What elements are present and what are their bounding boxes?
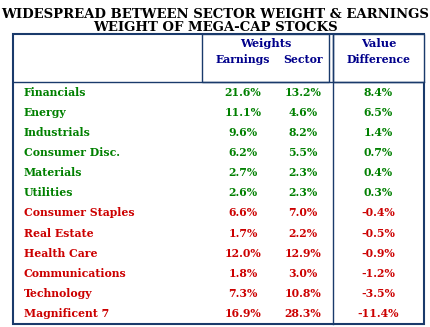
Text: 6.6%: 6.6% [228, 207, 258, 218]
Text: 28.3%: 28.3% [285, 308, 322, 319]
Text: Consumer Disc.: Consumer Disc. [24, 147, 120, 158]
Text: 2.7%: 2.7% [228, 167, 258, 178]
Text: WIDESPREAD BETWEEN SECTOR WEIGHT & EARNINGS: WIDESPREAD BETWEEN SECTOR WEIGHT & EARNI… [1, 8, 429, 21]
Text: -0.4%: -0.4% [362, 207, 395, 218]
Text: -0.5%: -0.5% [362, 228, 395, 239]
Text: 0.3%: 0.3% [364, 187, 393, 198]
Text: Earnings: Earnings [216, 54, 270, 65]
Text: -0.9%: -0.9% [362, 248, 395, 259]
Text: 1.7%: 1.7% [228, 228, 258, 239]
Text: -3.5%: -3.5% [361, 288, 396, 299]
Text: 2.2%: 2.2% [289, 228, 318, 239]
Text: Consumer Staples: Consumer Staples [24, 207, 134, 218]
Text: Magnificent 7: Magnificent 7 [24, 308, 109, 319]
Text: Materials: Materials [24, 167, 82, 178]
Text: Communications: Communications [24, 268, 126, 279]
Text: 12.9%: 12.9% [285, 248, 322, 259]
Text: 0.4%: 0.4% [364, 167, 393, 178]
Text: 8.4%: 8.4% [364, 87, 393, 98]
Text: 8.2%: 8.2% [289, 127, 318, 138]
Text: 21.6%: 21.6% [224, 87, 261, 98]
Text: WEIGHT OF MEGA-CAP STOCKS: WEIGHT OF MEGA-CAP STOCKS [93, 21, 337, 34]
Text: 2.3%: 2.3% [289, 187, 318, 198]
Text: Industrials: Industrials [24, 127, 91, 138]
Text: 7.3%: 7.3% [228, 288, 258, 299]
Text: 13.2%: 13.2% [285, 87, 322, 98]
Text: 5.5%: 5.5% [289, 147, 318, 158]
Text: 2.3%: 2.3% [289, 167, 318, 178]
Text: Sector: Sector [283, 54, 323, 65]
Text: 6.2%: 6.2% [228, 147, 258, 158]
Text: -11.4%: -11.4% [358, 308, 399, 319]
Text: 9.6%: 9.6% [228, 127, 258, 138]
Text: Real Estate: Real Estate [24, 228, 93, 239]
Text: 0.7%: 0.7% [364, 147, 393, 158]
Text: Health Care: Health Care [24, 248, 97, 259]
Text: 1.4%: 1.4% [364, 127, 393, 138]
Text: 16.9%: 16.9% [224, 308, 261, 319]
Text: Weights: Weights [240, 38, 291, 49]
Text: Energy: Energy [24, 107, 66, 118]
Text: 6.5%: 6.5% [364, 107, 393, 118]
Text: 10.8%: 10.8% [285, 288, 322, 299]
Text: 3.0%: 3.0% [289, 268, 318, 279]
Text: Financials: Financials [24, 87, 86, 98]
Text: 7.0%: 7.0% [289, 207, 318, 218]
Text: 11.1%: 11.1% [224, 107, 261, 118]
Text: 1.8%: 1.8% [228, 268, 258, 279]
Text: Utilities: Utilities [24, 187, 73, 198]
Text: -1.2%: -1.2% [362, 268, 395, 279]
Text: 12.0%: 12.0% [224, 248, 261, 259]
Text: Technology: Technology [24, 288, 92, 299]
Text: Value: Value [361, 38, 396, 49]
Text: 4.6%: 4.6% [289, 107, 318, 118]
Text: Difference: Difference [347, 54, 410, 65]
Text: 2.6%: 2.6% [228, 187, 258, 198]
